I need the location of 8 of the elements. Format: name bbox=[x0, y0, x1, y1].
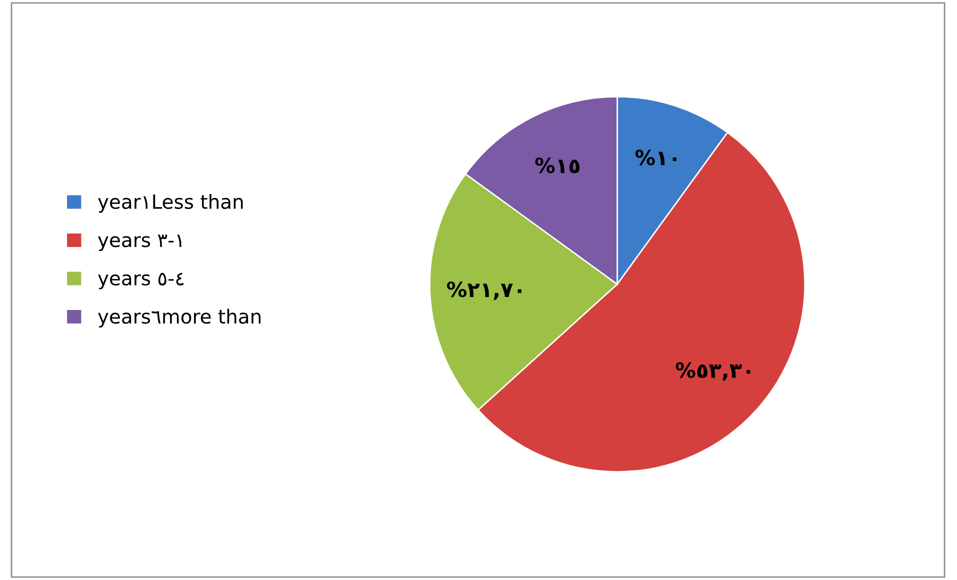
data-label: %١٥ bbox=[535, 157, 580, 174]
data-label: %٢١,٧٠ bbox=[447, 281, 522, 300]
legend-label: years ٥-٤ bbox=[98, 272, 184, 290]
data-label: %١٠ bbox=[635, 150, 676, 166]
data-label: %٥٣,٣٠ bbox=[676, 362, 750, 381]
legend-label: years ٣-١ bbox=[98, 234, 182, 252]
legend-label: year١Less than bbox=[98, 194, 243, 213]
legend-label: years٦more than bbox=[98, 308, 260, 328]
